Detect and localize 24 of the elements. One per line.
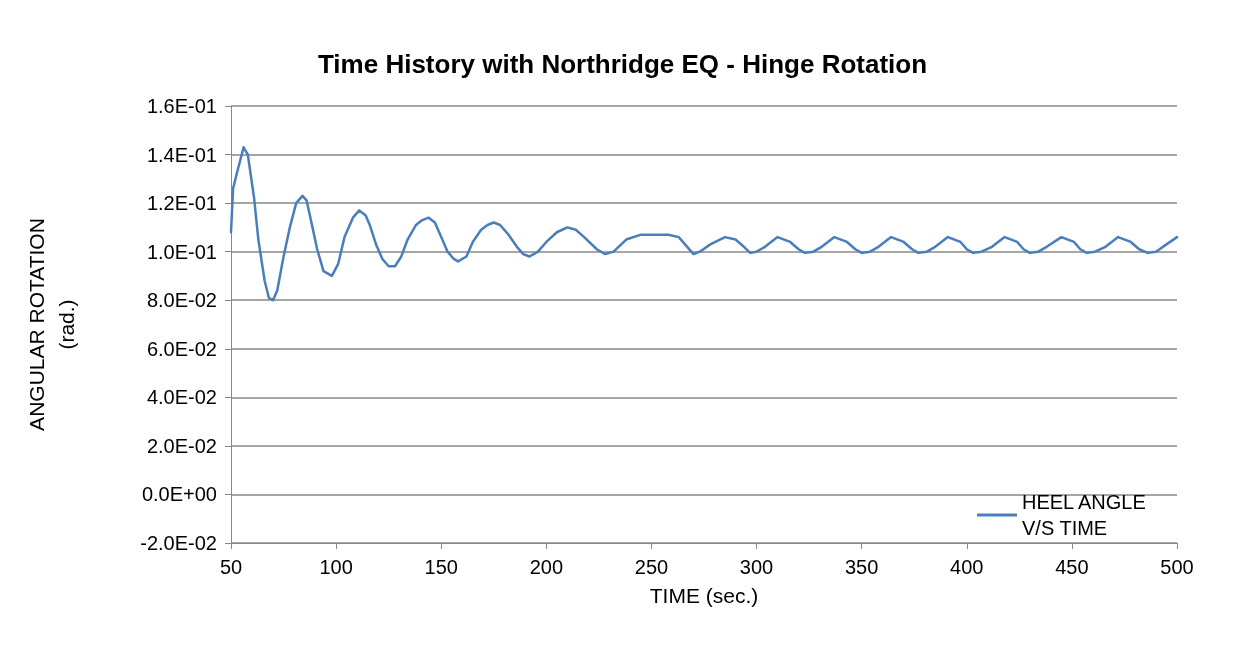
- chart-title: Time History with Northridge EQ - Hinge Rotation: [317, 49, 928, 79]
- y-tick-label: 6.0E-02: [146, 337, 217, 360]
- x-tick-label: 450: [1055, 556, 1089, 578]
- y-tick-label: 2.0E-02: [146, 434, 217, 457]
- y-tick-label: 8.0E-02: [146, 289, 217, 312]
- x-axis-title: TIME (sec.): [649, 584, 759, 607]
- x-tick-label: 350: [844, 556, 879, 578]
- x-tick-label: 400: [950, 556, 984, 578]
- x-tick-label: 500: [1160, 556, 1194, 578]
- x-tick-label: 150: [424, 556, 458, 578]
- y-tick-label: 4.0E-02: [146, 386, 217, 409]
- x-tick-label: 250: [634, 556, 669, 578]
- y-tick-label: 1.0E-01: [146, 240, 217, 263]
- x-tick-label: 100: [319, 556, 353, 578]
- legend-label: HEEL ANGLE V/S TIME: [1022, 491, 1152, 539]
- y-tick-label: 1.4E-01: [146, 143, 217, 166]
- y-tick-label: 1.2E-01: [146, 192, 217, 215]
- x-tick-label: 300: [739, 556, 774, 578]
- y-tick-label: -2.0E-02: [140, 532, 217, 554]
- x-tick-label: 50: [219, 556, 243, 578]
- y-axis-title: ANGULAR ROTATION (rad.): [24, 218, 78, 431]
- y-tick-label: 0.0E+00: [141, 483, 217, 506]
- x-tick-label: 200: [529, 556, 564, 578]
- y-tick-label: 1.6E-01: [146, 95, 217, 117]
